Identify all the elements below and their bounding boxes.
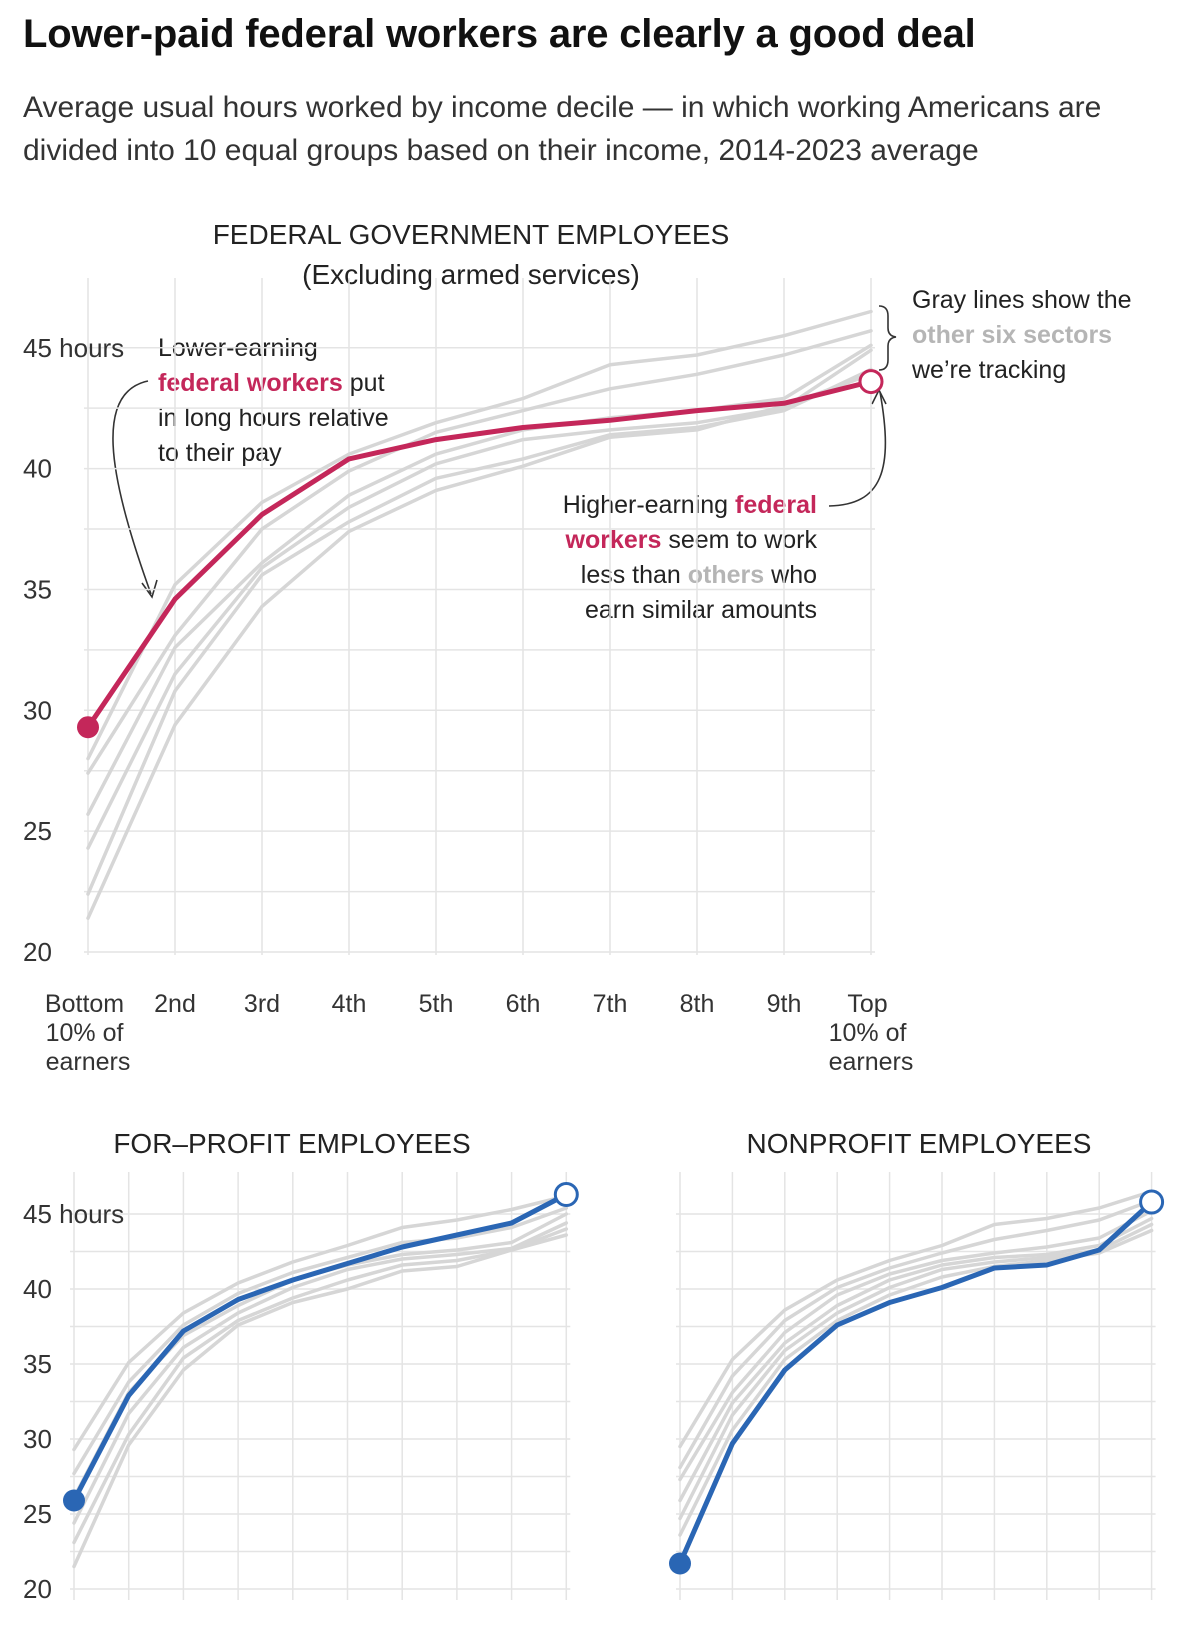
x-tick-bottom-line2: 10% of — [46, 1019, 124, 1047]
annotation-left-arrowhead — [141, 579, 158, 599]
annotation-left-arrow — [112, 380, 152, 595]
nonprofit-other-sector-line — [678, 1198, 1154, 1470]
forprofit-y-tick-label: 20 — [23, 1574, 52, 1604]
annotation-right-line2: workers seem to work — [565, 526, 818, 554]
annotation-left-line2: federal workers put — [158, 369, 385, 397]
x-tick-5th: 5th — [419, 990, 454, 1018]
nonprofit-start-marker — [669, 1552, 691, 1575]
forprofit-other-sector-line — [72, 1233, 569, 1569]
x-tick-3rd: 3rd — [244, 990, 280, 1018]
nonprofit-other-sector-line — [678, 1216, 1154, 1503]
annotation-left-highlight: federal workers — [158, 369, 343, 397]
federal-y-tick-label: 40 — [23, 454, 52, 484]
nonprofit-grid — [676, 1172, 1156, 1600]
forprofit-start-marker — [63, 1489, 85, 1512]
annotation-left-line2-rest: put — [343, 369, 385, 397]
x-tick-6th: 6th — [506, 990, 541, 1018]
annotation-gray-lines: Gray lines show the other six sectors we… — [878, 286, 1132, 384]
annotation-gray-line1: Gray lines show the — [912, 286, 1132, 314]
x-tick-4th: 4th — [332, 990, 367, 1018]
forprofit-y-tick-label: 35 — [23, 1349, 52, 1379]
x-tick-top-line2: 10% of — [829, 1019, 907, 1047]
x-tick-8th: 8th — [680, 990, 715, 1018]
annotation-right-line3: less than others who — [581, 561, 817, 589]
annotation-higher-earning: Higher-earning federal workers seem to w… — [563, 388, 887, 624]
nonprofit-other-sector-line — [678, 1209, 1154, 1482]
forprofit-other-sector-line — [72, 1194, 569, 1452]
forprofit-panel-title: FOR–PROFIT EMPLOYEES — [113, 1128, 470, 1159]
forprofit-highlight-line — [71, 1192, 569, 1503]
forprofit-y-tick-label: 40 — [23, 1274, 52, 1304]
federal-y-tick-label: 30 — [23, 695, 52, 725]
annotation-gray-highlight: other six sectors — [912, 321, 1112, 349]
annotation-right-line3-a: less than — [581, 561, 688, 589]
forprofit-y-tick-label: 45 hours — [23, 1199, 124, 1229]
x-tick-bottom-line3: earners — [46, 1048, 131, 1076]
x-tick-2nd: 2nd — [154, 990, 196, 1018]
nonprofit-panel-title: NONPROFIT EMPLOYEES — [747, 1128, 1092, 1159]
chart-title: Lower-paid federal workers are clearly a… — [23, 12, 976, 56]
federal-x-axis: Bottom 10% of earners 2nd 3rd 4th 5th 6t… — [45, 990, 913, 1076]
federal-other-sector-line — [86, 309, 873, 761]
x-tick-bottom: Bottom 10% of earners — [45, 990, 131, 1076]
x-tick-top-line3: earners — [829, 1048, 914, 1076]
nonprofit-other-sector-line — [678, 1189, 1154, 1449]
federal-y-tick-label: 45 hours — [23, 333, 124, 363]
annotation-right-line3-c: who — [764, 561, 817, 589]
annotation-right-line4: earn similar amounts — [585, 596, 817, 624]
federal-panel-title: FEDERAL GOVERNMENT EMPLOYEES — [213, 219, 730, 250]
forprofit-y-tick-label: 25 — [23, 1499, 52, 1529]
forprofit-other-sector-line — [72, 1206, 569, 1476]
annotation-lower-earning: Lower-earning federal workers put in lon… — [112, 334, 389, 599]
annotation-right-line1: Higher-earning federal — [563, 491, 817, 519]
federal-panel-subtitle: (Excluding armed services) — [302, 259, 640, 290]
federal-other-sector-line — [86, 372, 873, 920]
federal-y-tick-label: 25 — [23, 816, 52, 846]
annotation-right-highlight-2: workers — [565, 526, 662, 554]
federal-highlight-line — [85, 379, 874, 730]
x-tick-top: Top 10% of earners — [829, 990, 914, 1076]
federal-plot: 45 hours 40 35 30 25 20 — [23, 278, 884, 967]
federal-start-marker — [77, 716, 99, 739]
forprofit-y-tick-label: 30 — [23, 1424, 52, 1454]
nonprofit-plot — [669, 1172, 1165, 1600]
x-tick-top-line1: Top — [847, 990, 887, 1018]
forprofit-end-marker — [553, 1182, 579, 1207]
nonprofit-other-sector-line — [678, 1222, 1154, 1521]
annotation-right-line2-b: seem to work — [661, 526, 817, 554]
nonprofit-highlight-line — [677, 1199, 1155, 1566]
annotation-right-gray-highlight: others — [688, 561, 764, 589]
forprofit-other-sector-line — [72, 1221, 569, 1525]
annotation-right-arrow — [828, 391, 887, 507]
forprofit-plot: 45 hours 40 35 30 25 20 — [23, 1172, 579, 1604]
forprofit-other-sector-line — [72, 1227, 569, 1545]
federal-other-sector-line — [86, 329, 873, 775]
gray-lines-brace — [878, 305, 897, 371]
federal-y-tick-label: 35 — [23, 574, 52, 604]
forprofit-grid — [70, 1172, 571, 1600]
x-tick-bottom-line1: Bottom — [45, 990, 124, 1018]
annotation-right-line1-a: Higher-earning — [563, 491, 735, 519]
x-tick-7th: 7th — [593, 990, 628, 1018]
chart-subtitle: Average usual hours worked by income dec… — [23, 91, 1102, 167]
federal-other-sector-line — [86, 348, 873, 850]
federal-y-tick-label: 20 — [23, 937, 52, 967]
annotation-gray-line3: we’re tracking — [911, 356, 1066, 384]
annotation-left-line4: to their pay — [158, 439, 282, 467]
x-tick-9th: 9th — [767, 990, 802, 1018]
annotation-right-highlight-1: federal — [735, 491, 817, 519]
federal-end-marker — [858, 369, 884, 395]
nonprofit-end-marker — [1139, 1189, 1165, 1215]
